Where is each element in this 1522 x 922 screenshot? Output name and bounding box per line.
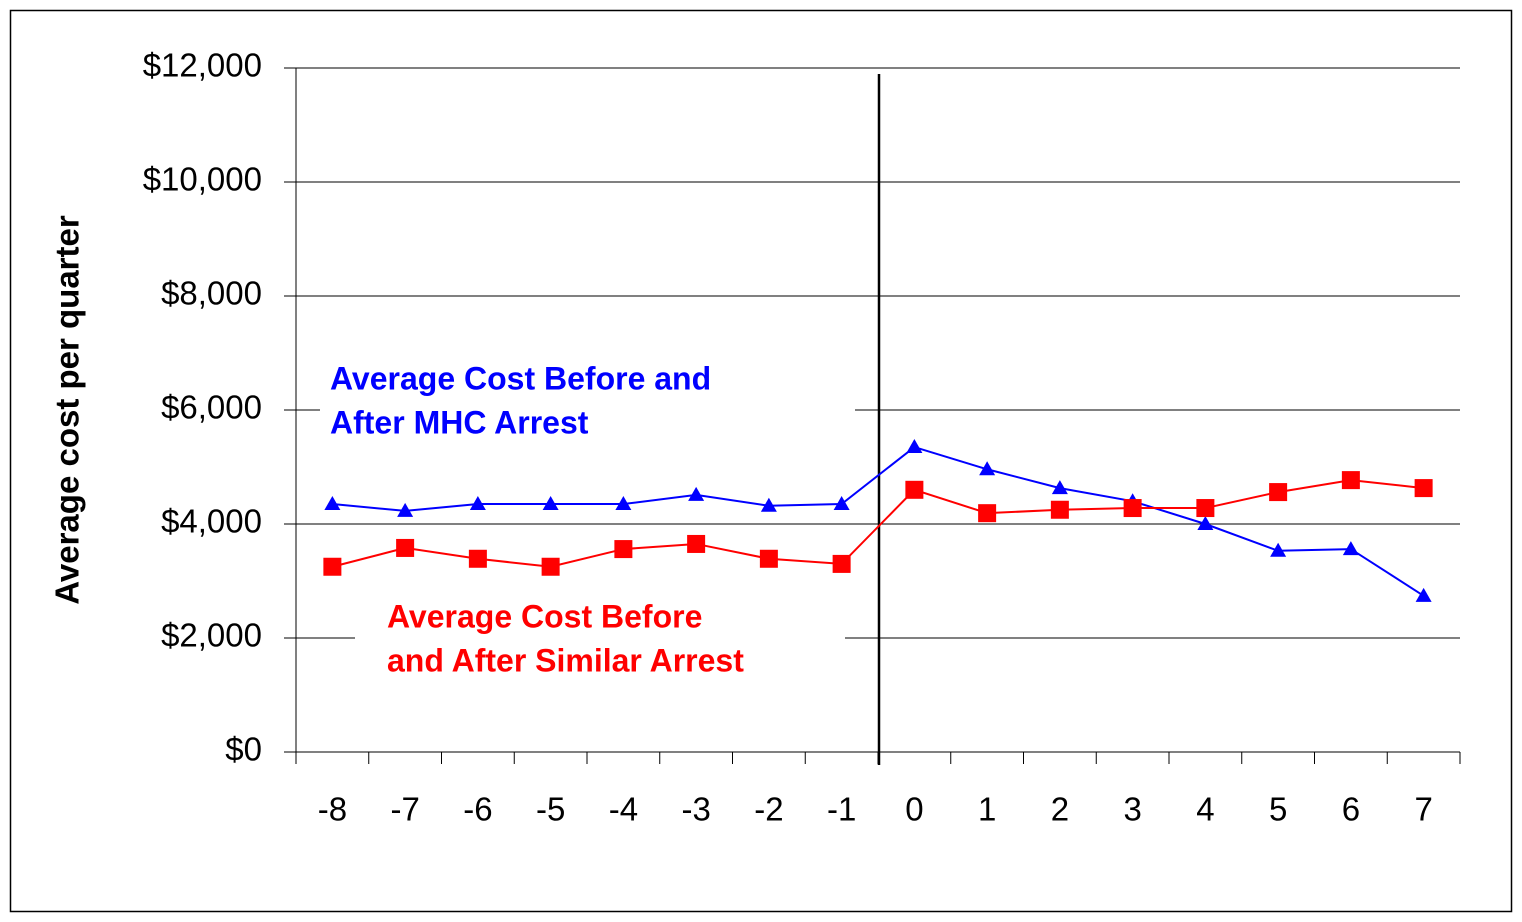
marker: [1269, 483, 1288, 502]
marker: [1270, 542, 1287, 557]
x-tick-label: -7: [390, 791, 419, 828]
marker: [1415, 587, 1432, 602]
x-tick-label: 7: [1414, 791, 1432, 828]
x-tick-label: -6: [463, 791, 492, 828]
annotation: Average Cost Before and: [330, 360, 711, 396]
marker: [688, 486, 705, 501]
x-tick-label: 5: [1269, 791, 1287, 828]
x-tick-label: 6: [1342, 791, 1360, 828]
marker: [1197, 516, 1214, 530]
x-tick-label: 3: [1123, 791, 1141, 828]
y-tick-label: $2,000: [161, 617, 262, 654]
x-tick-label: -3: [681, 791, 710, 828]
marker: [397, 502, 414, 517]
marker: [687, 534, 706, 553]
annotation: Average Cost Before: [387, 598, 702, 634]
x-tick-label: -1: [827, 791, 856, 828]
marker: [833, 496, 850, 511]
annotation-box: [320, 358, 855, 448]
y-tick-label: $10,000: [143, 161, 262, 198]
marker: [324, 496, 341, 511]
x-tick-label: 1: [978, 791, 996, 828]
marker: [978, 504, 997, 523]
y-axis-label: Average cost per quarter: [49, 215, 86, 605]
y-tick-label: $6,000: [161, 389, 262, 426]
x-tick-label: -8: [318, 791, 347, 828]
series-line: [332, 479, 1424, 568]
marker: [905, 480, 924, 499]
annotation: After MHC Arrest: [330, 404, 589, 440]
x-tick-label: 2: [1051, 791, 1069, 828]
x-tick-label: 0: [905, 791, 923, 828]
marker: [1196, 499, 1215, 518]
marker: [1414, 479, 1433, 498]
marker: [396, 538, 415, 557]
marker: [1342, 541, 1359, 556]
marker: [615, 496, 632, 511]
marker: [614, 540, 633, 559]
chart-border: [9, 9, 1513, 913]
marker: [542, 496, 559, 511]
y-tick-label: $8,000: [161, 275, 262, 312]
series-line: [332, 445, 1425, 597]
marker: [1341, 471, 1360, 490]
marker: [541, 557, 560, 576]
y-tick-label: $12,000: [143, 47, 262, 84]
x-tick-label: -5: [536, 791, 565, 828]
marker: [469, 496, 486, 511]
y-tick-label: $4,000: [161, 503, 262, 540]
marker: [906, 439, 923, 454]
marker: [1051, 480, 1068, 495]
marker: [468, 549, 487, 568]
x-tick-label: -2: [754, 791, 783, 828]
x-tick-label: 4: [1196, 791, 1214, 828]
marker: [323, 557, 342, 576]
x-tick-label: -4: [609, 791, 638, 828]
annotation: and After Similar Arrest: [387, 642, 744, 678]
marker: [759, 549, 778, 568]
marker: [832, 554, 851, 573]
marker: [760, 497, 777, 512]
marker: [979, 461, 996, 476]
annotation-box: [355, 594, 845, 686]
marker: [1123, 499, 1142, 518]
marker: [1050, 500, 1069, 519]
y-tick-label: $0: [225, 731, 262, 768]
